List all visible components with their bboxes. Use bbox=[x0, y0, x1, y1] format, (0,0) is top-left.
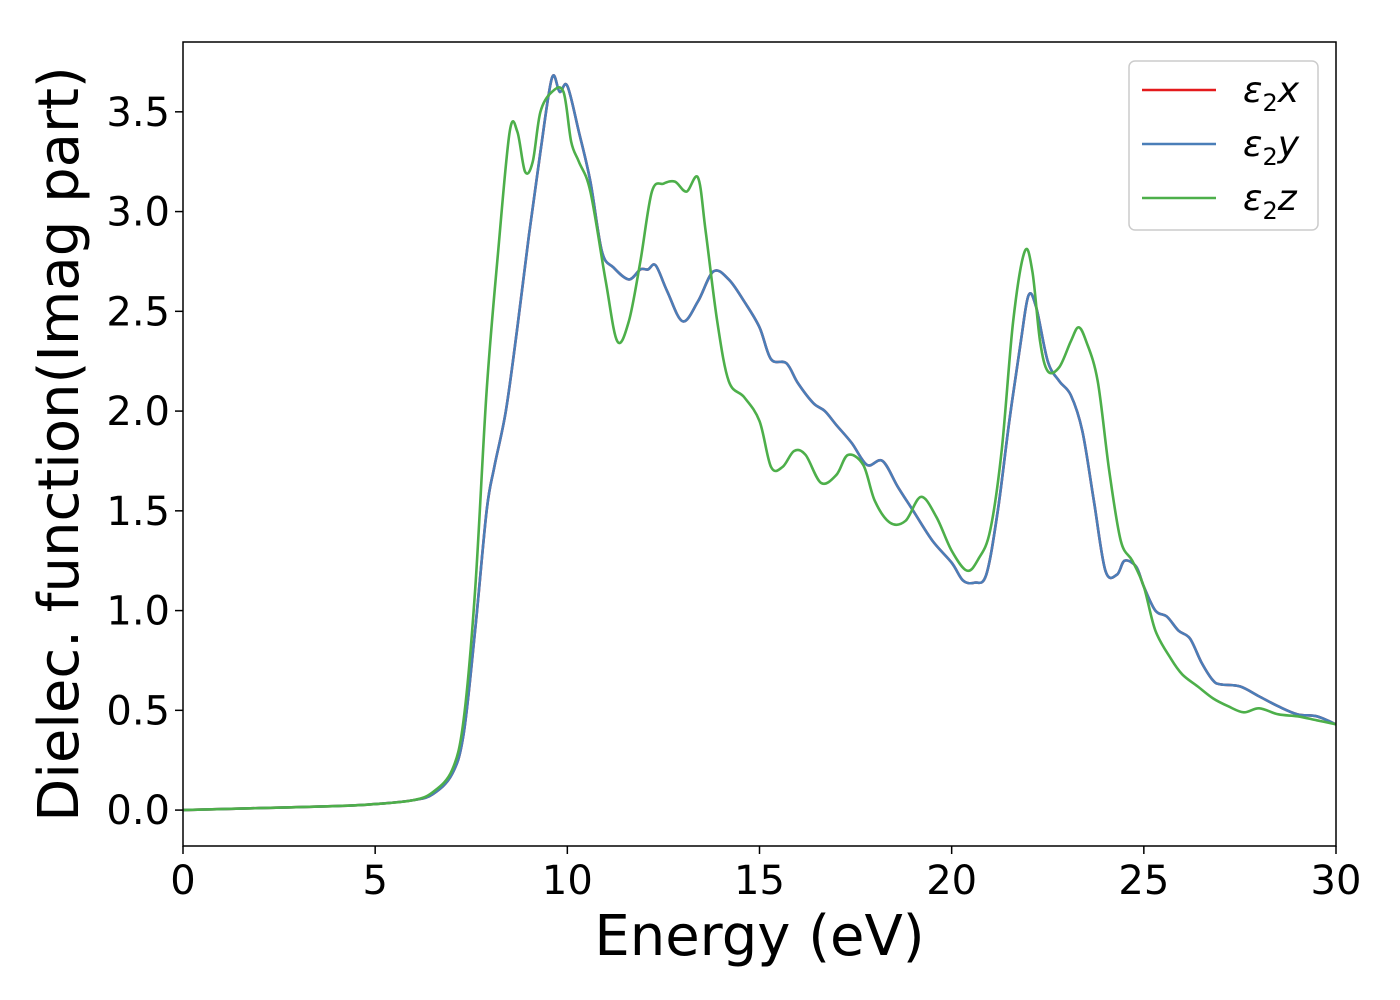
legend: ε2x ε2y ε2z bbox=[1128, 60, 1319, 231]
series-line-z bbox=[182, 86, 1337, 812]
legend-label-y: ε2y bbox=[1243, 124, 1300, 171]
x-tick-label: 5 bbox=[362, 858, 387, 904]
y-tick-label: 2.0 bbox=[106, 389, 170, 435]
y-tick-label: 1.0 bbox=[106, 589, 170, 635]
y-tick-label: 1.5 bbox=[106, 489, 170, 535]
series-layer bbox=[182, 74, 1337, 812]
y-axis: 0.0 0.5 1.0 1.5 2.0 2.5 3.0 3.5 bbox=[106, 90, 183, 834]
y-tick-label: 3.5 bbox=[106, 90, 170, 136]
x-tick-label: 20 bbox=[926, 858, 977, 904]
legend-label-x: ε2x bbox=[1243, 70, 1300, 117]
y-tick-label: 3.0 bbox=[106, 190, 170, 236]
x-tick-label: 0 bbox=[170, 858, 195, 904]
x-axis: 0 5 10 15 20 25 30 bbox=[170, 846, 1361, 904]
x-tick-label: 25 bbox=[1118, 858, 1169, 904]
y-tick-label: 2.5 bbox=[106, 289, 170, 335]
y-tick-label: 0.0 bbox=[106, 788, 170, 834]
x-tick-label: 30 bbox=[1311, 858, 1362, 904]
x-axis-label: Energy (eV) bbox=[594, 904, 924, 969]
x-tick-label: 15 bbox=[734, 858, 785, 904]
y-tick-label: 0.5 bbox=[106, 688, 170, 734]
legend-label-z: ε2z bbox=[1243, 178, 1298, 225]
legend-box bbox=[1128, 60, 1319, 231]
x-tick-label: 10 bbox=[542, 858, 593, 904]
y-axis-label: Dielec. function(Imag part) bbox=[27, 66, 92, 822]
